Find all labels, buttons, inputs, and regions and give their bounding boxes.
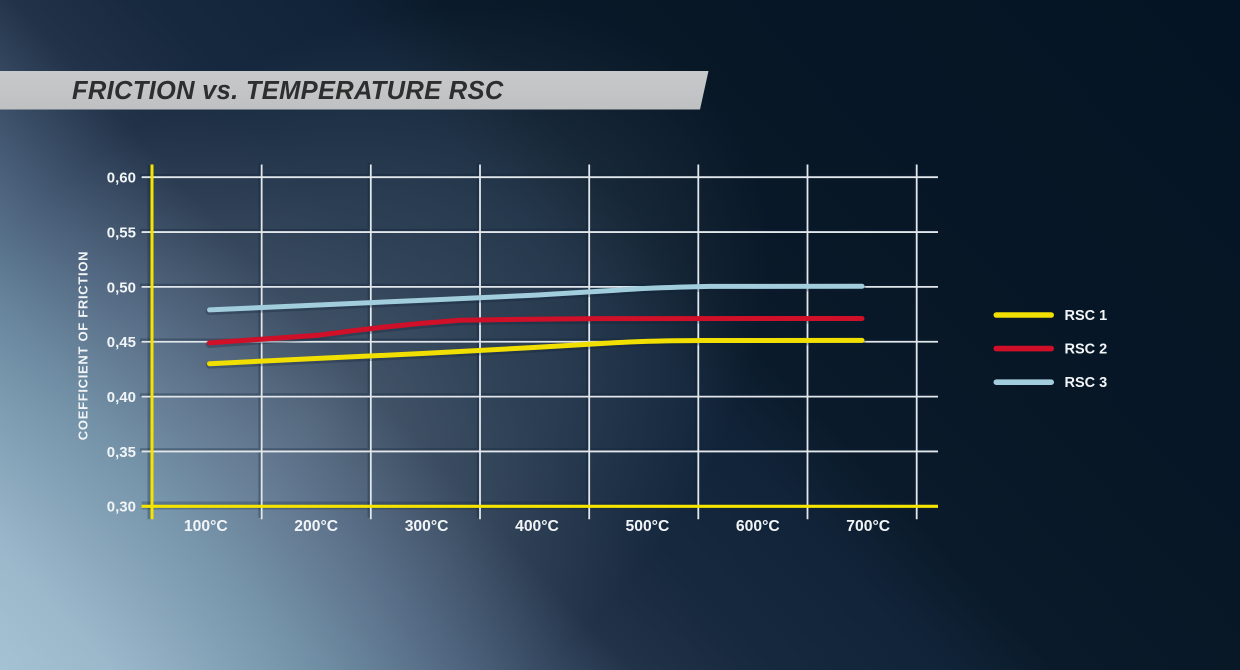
svg-text:RSC 1: RSC 1 bbox=[1065, 308, 1108, 324]
svg-text:700°C: 700°C bbox=[846, 518, 890, 535]
svg-text:RSC 3: RSC 3 bbox=[1065, 375, 1108, 391]
svg-text:600°C: 600°C bbox=[736, 518, 780, 535]
svg-text:200°C: 200°C bbox=[294, 518, 338, 535]
svg-text:0,40: 0,40 bbox=[107, 389, 136, 406]
svg-text:0,50: 0,50 bbox=[107, 279, 136, 296]
svg-text:0,30: 0,30 bbox=[107, 499, 136, 516]
svg-text:400°C: 400°C bbox=[515, 518, 559, 535]
svg-text:500°C: 500°C bbox=[626, 518, 670, 535]
svg-text:0,55: 0,55 bbox=[107, 224, 136, 241]
svg-text:300°C: 300°C bbox=[405, 518, 449, 535]
svg-text:RSC 2: RSC 2 bbox=[1065, 341, 1108, 357]
svg-text:0,45: 0,45 bbox=[107, 334, 136, 351]
svg-text:0,35: 0,35 bbox=[107, 444, 136, 461]
svg-text:0,60: 0,60 bbox=[107, 170, 136, 187]
svg-text:COEFFICIENT OF FRICTION: COEFFICIENT OF FRICTION bbox=[75, 251, 90, 440]
svg-text:100°C: 100°C bbox=[184, 518, 228, 535]
svg-text:FRICTION vs. TEMPERATURE RSC: FRICTION vs. TEMPERATURE RSC bbox=[72, 77, 504, 105]
